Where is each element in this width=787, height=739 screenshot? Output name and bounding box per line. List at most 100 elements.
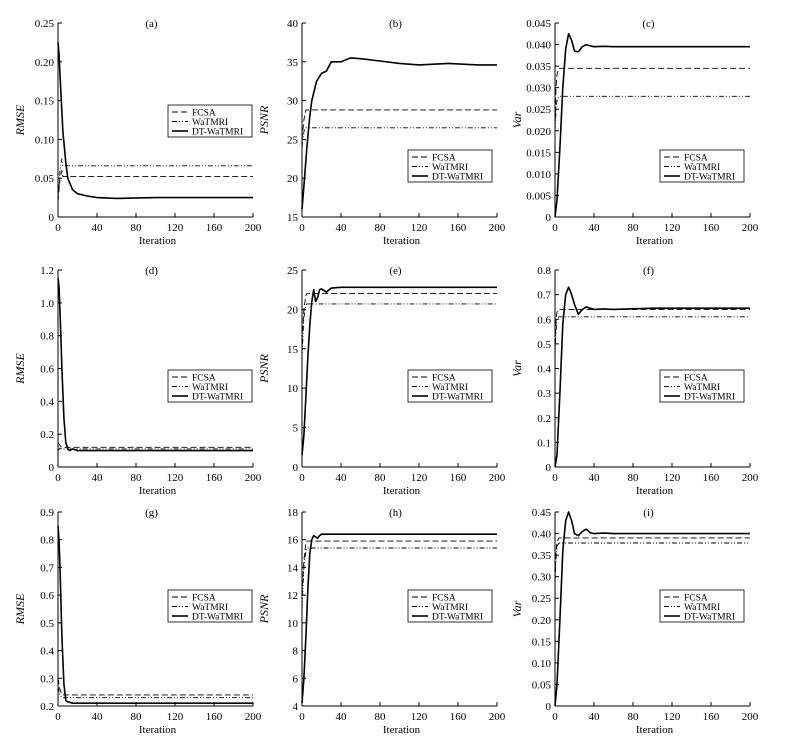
series-line-dt-watmri-e [301,286,497,456]
series-line-dt-watmri-d [57,278,253,452]
y-tick-label: 0.05 [35,173,55,185]
x-tick-label: 0 [55,472,61,484]
x-tick-label: 80 [131,222,143,234]
y-tick-label: 0.4 [40,396,54,408]
y-axis-title: PSNR [257,105,271,135]
y-tick-label: 0.40 [532,529,552,541]
y-tick-label: 0.7 [537,290,551,302]
y-tick-label: 0.015 [526,147,551,159]
chart-panel-f: 0 40 80 120 160 200 0 0.1 0.2 0.3 0.4 0.5 0.6 0.7 0.8 I… [510,265,759,497]
x-tick-label: 120 [411,472,428,484]
x-tick-label: 40 [336,472,348,484]
y-tick-label: 0.25 [35,18,55,30]
chart-panel-g: 0 40 80 120 160 200 0.2 0.3 0.4 0.5 0.6 0.7 0.8 0.9 It… [13,507,262,736]
legend-label: DT-WaTMRI [684,613,735,623]
y-tick-label: 10 [287,383,299,395]
y-tick-label: 0.05 [532,679,552,691]
legend-label: WaTMRI [192,603,228,613]
series-line-watmri-e [301,303,497,357]
x-tick-label: 160 [703,222,720,234]
y-tick-label: 15 [287,344,299,356]
y-tick-label: 0.6 [40,364,54,376]
x-axis-title: Iteration [383,235,421,247]
y-tick-label: 25 [287,134,299,146]
y-tick-label: 0.15 [35,96,55,108]
series-line-dt-watmri-a [57,42,253,200]
x-tick-label: 80 [131,711,143,723]
y-tick-label: 15 [287,212,299,224]
series-line-watmri-i [554,542,750,586]
panel-title: (d) [145,265,158,277]
x-tick-label: 80 [375,711,387,723]
y-axis-title: PSNR [257,354,271,384]
series-line-watmri-h [301,547,497,610]
y-tick-label: 0.8 [40,535,54,547]
x-tick-label: 0 [552,711,558,723]
x-tick-label: 120 [664,711,681,723]
x-axis-title: Iteration [636,724,674,736]
legend-label: WaTMRI [432,383,468,393]
x-tick-label: 40 [92,472,104,484]
panel-title: (b) [389,18,402,30]
y-tick-label: 0.5 [40,618,54,630]
legend-label: FCSA [192,109,216,119]
series-line-fcsa-h [301,540,497,596]
y-tick-label: 0 [49,212,55,224]
x-tick-label: 160 [450,222,467,234]
y-tick-label: 0.6 [40,590,54,602]
x-tick-label: 160 [703,472,720,484]
legend-label: DT-WaTMRI [192,128,243,138]
y-axis-title: Var [510,360,524,377]
y-tick-label: 0.035 [526,61,551,73]
y-tick-label: 20 [287,304,299,316]
legend-label: FCSA [684,374,708,384]
y-axis-title: Var [510,600,524,617]
y-tick-label: 0.45 [532,507,552,519]
legend-label: DT-WaTMRI [192,393,243,403]
x-tick-label: 40 [92,711,104,723]
series-line-fcsa-d [57,442,253,448]
x-tick-label: 80 [628,222,640,234]
x-tick-label: 120 [411,711,428,723]
legend-label: WaTMRI [432,603,468,613]
series-line-watmri-b [301,127,497,148]
y-tick-label: 0 [546,701,552,713]
y-axis-title: RMSE [13,593,27,625]
legend-box [659,149,745,183]
y-tick-label: 0.8 [40,331,54,343]
y-axis-title: RMSE [13,104,27,136]
x-tick-label: 120 [167,222,184,234]
x-tick-label: 80 [375,222,387,234]
legend-label: WaTMRI [192,383,228,393]
x-tick-label: 0 [552,222,558,234]
series-line-dt-watmri-h [301,533,497,704]
y-tick-label: 0 [49,462,55,474]
x-tick-label: 40 [92,222,104,234]
series-line-watmri-d [57,447,253,451]
y-tick-label: 0.30 [532,572,552,584]
x-axis-title: Iteration [139,235,177,247]
legend-label: DT-WaTMRI [684,173,735,183]
panel-title: (i) [643,507,654,519]
x-tick-label: 200 [489,472,506,484]
y-tick-label: 14 [287,562,299,574]
x-axis-title: Iteration [383,724,421,736]
x-tick-label: 80 [628,472,640,484]
y-tick-label: 0.3 [537,388,551,400]
y-tick-label: 0.030 [526,83,551,95]
y-tick-label: 1.0 [40,298,54,310]
series-line-fcsa-g [57,678,253,696]
legend-label: FCSA [192,374,216,384]
x-tick-label: 0 [299,222,305,234]
y-tick-label: 0.6 [537,314,551,326]
y-tick-label: 0.15 [532,636,552,648]
y-tick-label: 0.4 [537,364,551,376]
x-tick-label: 200 [489,222,506,234]
y-tick-label: 8 [293,646,299,658]
